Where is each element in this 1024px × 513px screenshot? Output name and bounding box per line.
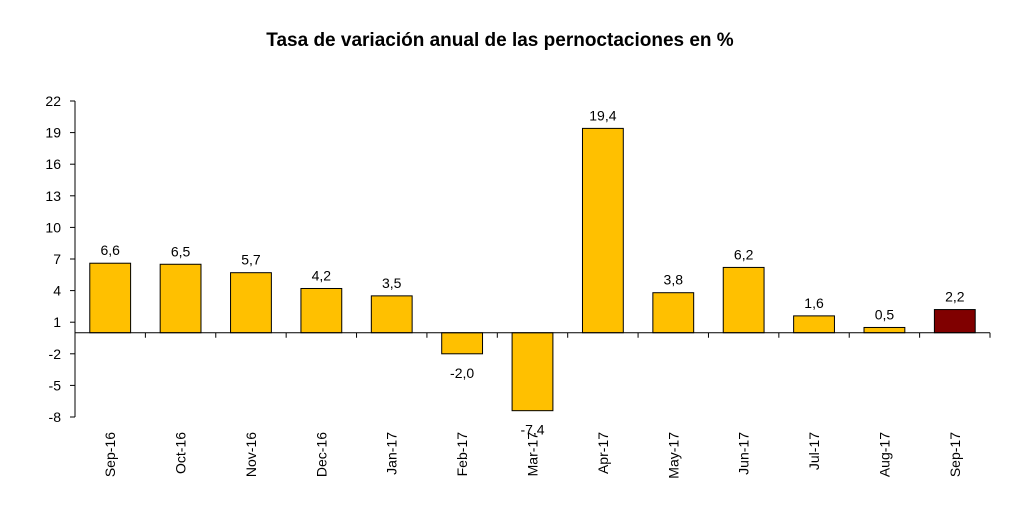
bar-oct-16 <box>159 263 202 334</box>
bar-aug-17 <box>863 326 906 334</box>
x-tick-label: Oct-16 <box>173 432 189 474</box>
x-tick-label: May-17 <box>665 432 681 479</box>
y-tick-label: -2 <box>49 346 62 362</box>
y-tick-label: 7 <box>53 251 61 267</box>
bar-feb-17 <box>441 332 484 355</box>
bar-may-17 <box>652 292 695 334</box>
data-label-dec-16: 4,2 <box>312 267 332 283</box>
data-label-mar-17: -7,4 <box>520 422 544 438</box>
x-tick-label: Sep-16 <box>102 432 118 477</box>
data-label-aug-17: 0,5 <box>875 306 895 322</box>
category-labels-group: Sep-16 Oct-16 Nov-16 Dec-16 Jan-17 Feb-17 Mar-… <box>102 432 963 479</box>
bar-jun-17 <box>722 266 765 334</box>
bar-sep-16 <box>89 262 132 334</box>
x-tick-label: Sep-17 <box>947 432 963 477</box>
data-label-jul-17: 1,6 <box>804 295 824 311</box>
bar-apr-17 <box>581 127 624 334</box>
y-tick-label: 19 <box>45 125 61 141</box>
chart-title: Tasa de variación anual de las pernoctac… <box>266 30 734 51</box>
data-label-feb-17: -2,0 <box>450 365 474 381</box>
bar-jan-17 <box>370 295 413 334</box>
y-tick-label: -8 <box>49 409 62 425</box>
data-label-sep-17: 2,2 <box>945 289 965 305</box>
data-label-jun-17: 6,2 <box>734 246 754 262</box>
y-tick-label: 13 <box>45 188 61 204</box>
y-tick-label: 1 <box>53 314 61 330</box>
x-tick-label: Nov-16 <box>243 432 259 477</box>
x-axis <box>74 332 991 338</box>
y-tick-label: 22 <box>45 93 61 109</box>
bars-group <box>89 127 976 412</box>
bar-nov-16 <box>230 272 272 334</box>
bar-dec-16 <box>300 287 343 334</box>
x-tick-label: Mar-17 <box>525 432 541 477</box>
y-tick-label: 16 <box>45 156 61 172</box>
data-label-oct-16: 6,5 <box>171 243 191 259</box>
x-tick-label: Jul-17 <box>806 432 822 470</box>
data-label-jan-17: 3,5 <box>382 275 402 291</box>
bar-mar-17 <box>511 332 554 412</box>
bar-sep-17 <box>933 309 976 334</box>
x-tick-label: Feb-17 <box>454 432 470 477</box>
y-tick-label: 4 <box>53 283 61 299</box>
bar-jul-17 <box>793 315 835 334</box>
x-tick-label: Dec-16 <box>313 432 329 477</box>
y-tick-label: -5 <box>49 377 62 393</box>
x-tick-label: Jan-17 <box>384 432 400 475</box>
x-tick-label: Jun-17 <box>736 432 752 475</box>
data-label-may-17: 3,8 <box>664 272 684 288</box>
data-label-nov-16: 5,7 <box>241 252 261 268</box>
x-tick-label: Apr-17 <box>595 432 611 474</box>
data-label-apr-17: 19,4 <box>589 107 616 123</box>
data-labels-group: 6,6 6,5 5,7 4,2 3,5 -2,0 -7,4 19,4 3,8 6,2 1,6 0,5 2… <box>100 107 964 437</box>
y-tick-label: 10 <box>45 219 61 235</box>
y-axis: 22 19 16 13 10 7 4 1 -2 -5 -8 <box>45 93 76 425</box>
x-tick-label: Aug-17 <box>876 432 892 477</box>
data-label-sep-16: 6,6 <box>100 242 120 258</box>
